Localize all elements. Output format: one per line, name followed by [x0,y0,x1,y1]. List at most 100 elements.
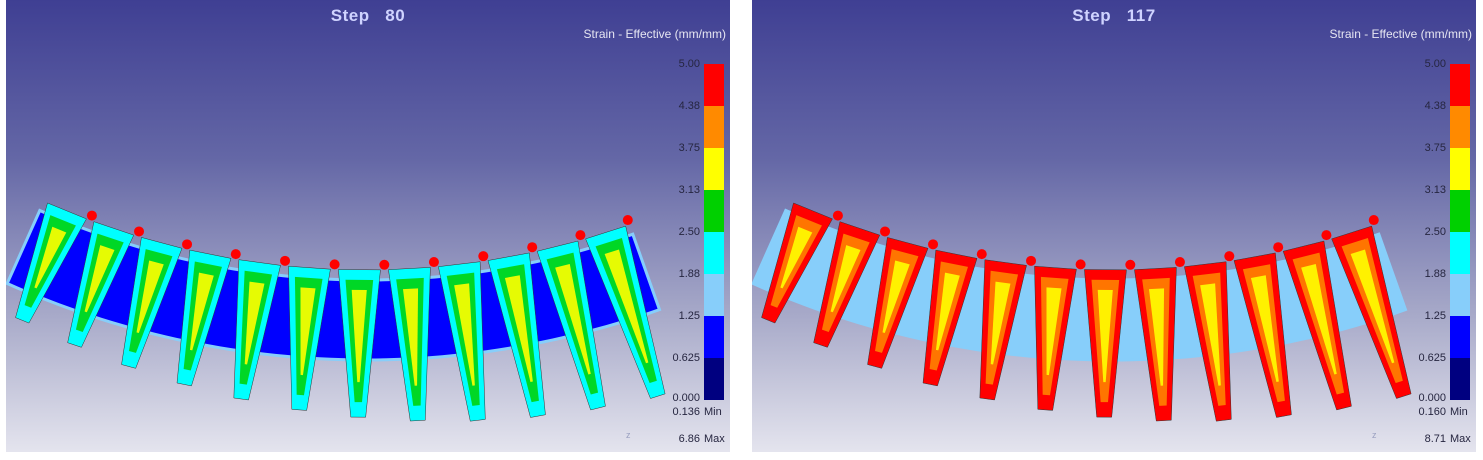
color-legend-bar [704,64,724,400]
legend-tick: 2.50 [1424,226,1446,238]
tooth-band [244,281,265,365]
root-hot-spot [1026,255,1037,266]
root-hot-spot [880,226,891,237]
tooth-band [1200,283,1221,386]
max-label: Max [1450,433,1471,445]
root-hot-spot [1125,259,1136,270]
tooth-band [1046,287,1062,376]
legend-segment-cyan [1450,232,1470,274]
root-hot-spot [622,215,633,226]
step-title: Step 80 [330,6,406,25]
root-hot-spot [976,249,987,260]
legend-tick: 1.88 [1424,268,1446,280]
tooth-band [136,260,164,333]
tooth-band [1097,289,1113,383]
min-label: Min [704,406,722,418]
tooth-band [604,249,649,364]
root-hot-spot [1224,251,1235,262]
root-hot-spot [575,230,586,241]
gear-ring-model [752,202,1412,422]
legend-segment-navy [1450,358,1470,400]
simulation-panel-step-117: Step 117 Strain - Effective (mm/mm) 5.00… [752,0,1476,452]
tooth-band [34,226,67,289]
legend-tick: 3.13 [1424,184,1446,196]
root-hot-spot [1174,257,1185,268]
step-title: Step 117 [1072,6,1156,25]
legend-segment-red [1450,64,1470,106]
root-hot-spot [280,255,291,266]
tooth-band [189,272,214,351]
legend-segment-cyan [704,232,724,274]
legend-tick: 3.75 [1424,142,1446,154]
legend-segment-light-blue [1450,274,1470,316]
legend-segment-blue [704,316,724,358]
legend-title: Strain - Effective (mm/mm) [583,27,726,41]
min-label: Min [1450,406,1468,418]
root-hot-spot [182,239,193,250]
legend-tick: 1.88 [678,268,700,280]
legend-tick: 0.625 [1418,352,1446,364]
root-hot-spot [134,226,145,237]
legend-tick: 0.000 [1418,392,1446,404]
root-hot-spot [478,251,489,262]
simulation-panel-step-80: Step 80 Strain - Effective (mm/mm) 5.00 … [6,0,730,452]
legend-segment-light-blue [704,274,724,316]
legend-segment-red [704,64,724,106]
max-label: Max [704,433,725,445]
tooth-band [84,245,115,313]
min-value: 0.136 [672,406,700,418]
legend-segment-green [1450,190,1470,232]
tooth-band [830,245,861,313]
legend-tick: 5.00 [678,58,700,70]
axis-triad-icon: z [626,430,631,440]
root-hot-spot [832,210,843,221]
root-hot-spot [1273,242,1284,253]
root-hot-spot [86,210,97,221]
tooth-band [504,275,533,382]
legend-segment-yellow [704,148,724,190]
min-value: 0.160 [1418,406,1446,418]
root-hot-spot [1368,215,1379,226]
legend-segment-orange [704,106,724,148]
color-legend-bar [1450,64,1470,400]
legend-tick: 4.38 [678,100,700,112]
legend-segment-green [704,190,724,232]
legend-title: Strain - Effective (mm/mm) [1329,27,1472,41]
tooth-band [1350,249,1395,364]
root-hot-spot [230,249,241,260]
root-hot-spot [1075,259,1086,270]
axis-triad-icon: z [1372,430,1377,440]
legend-segment-navy [704,358,724,400]
root-hot-spot [1321,230,1332,241]
max-value: 6.86 [678,433,700,445]
tooth-band [1250,275,1279,382]
root-hot-spot [527,242,538,253]
tooth-band [780,226,813,289]
root-hot-spot [928,239,939,250]
legend-tick: 3.13 [678,184,700,196]
legend-segment-yellow [1450,148,1470,190]
legend-segment-orange [1450,106,1470,148]
legend-tick: 5.00 [1424,58,1446,70]
legend-tick: 3.75 [678,142,700,154]
tooth-band [454,283,475,386]
tooth-band [402,288,419,386]
tooth-band [1301,263,1337,375]
legend-tick: 1.25 [678,310,700,322]
tooth-band [990,281,1011,365]
max-value: 8.71 [1424,433,1446,445]
tooth-band [300,287,316,376]
gear-ring-model [6,202,666,422]
root-hot-spot [379,259,390,270]
tooth-band [935,272,960,351]
legend-tick: 4.38 [1424,100,1446,112]
legend-tick: 1.25 [1424,310,1446,322]
tooth-band [882,260,910,333]
tooth-band [351,289,367,383]
legend-segment-blue [1450,316,1470,358]
legend-tick: 0.000 [672,392,700,404]
root-hot-spot [428,257,439,268]
tooth-band [555,263,591,375]
tooth-band [1148,288,1165,386]
root-hot-spot [329,259,340,270]
